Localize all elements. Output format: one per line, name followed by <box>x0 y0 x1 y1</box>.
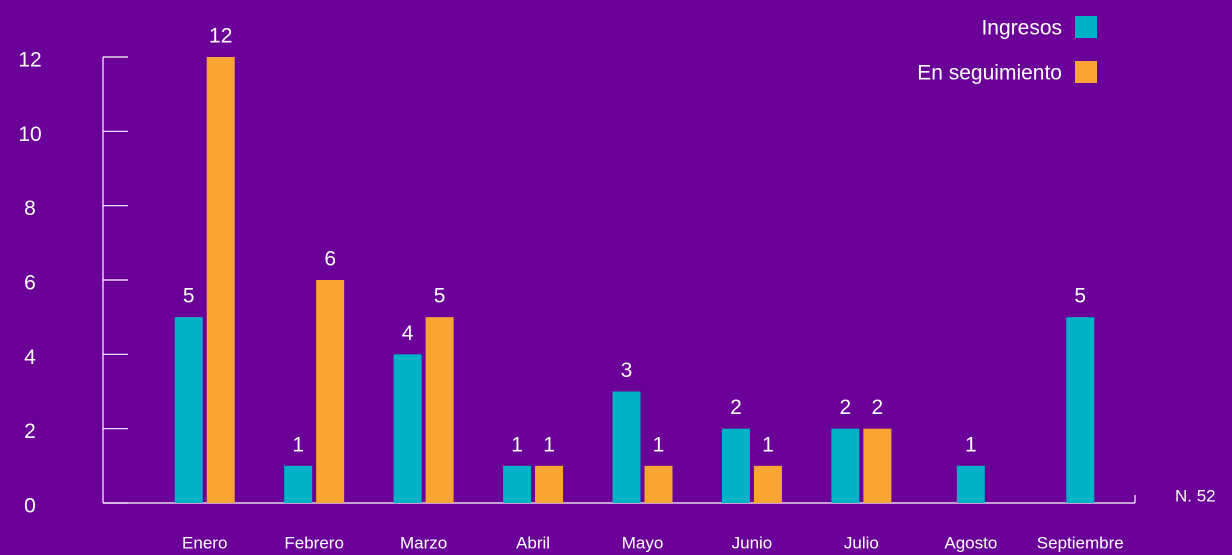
bar <box>316 280 345 503</box>
data-label: 1 <box>965 433 977 456</box>
legend-swatch <box>1075 61 1097 83</box>
y-tick-label: 10 <box>18 123 41 146</box>
data-label: 4 <box>402 322 414 345</box>
data-label: 1 <box>292 433 304 456</box>
bar <box>721 428 750 503</box>
x-tick-label: Junio <box>732 533 773 552</box>
bar <box>284 465 313 503</box>
x-tick-label: Abril <box>516 533 550 552</box>
data-label: 2 <box>872 396 884 419</box>
x-tick-label: Julio <box>844 533 879 552</box>
legend-label: Ingresos <box>981 17 1062 40</box>
data-label: 12 <box>209 25 232 48</box>
bar <box>1066 317 1095 503</box>
y-tick-label: 0 <box>24 495 36 518</box>
data-label: 1 <box>762 433 774 456</box>
bar <box>612 391 641 503</box>
x-tick-label: Agosto <box>944 533 997 552</box>
bar <box>956 465 985 503</box>
bar <box>425 317 454 503</box>
data-label: 5 <box>434 285 446 308</box>
legend-swatch <box>1075 16 1097 38</box>
x-tick-label: Septiembre <box>1037 533 1124 552</box>
y-tick-label: 2 <box>24 420 36 443</box>
bar <box>393 354 422 503</box>
data-label: 1 <box>543 433 555 456</box>
data-label: 3 <box>621 359 633 382</box>
bar <box>174 317 203 503</box>
bar <box>503 465 532 503</box>
data-label: 1 <box>653 433 665 456</box>
data-label: 5 <box>183 285 195 308</box>
data-label: 2 <box>840 396 852 419</box>
bar <box>644 465 673 503</box>
legend-label: En seguimiento <box>917 62 1062 85</box>
annotation: N. 52 <box>1175 486 1216 505</box>
bar <box>831 428 860 503</box>
bar <box>753 465 782 503</box>
y-tick-label: 8 <box>24 197 36 220</box>
data-label: 6 <box>324 248 336 271</box>
y-tick-label: 6 <box>24 272 36 295</box>
x-tick-label: Marzo <box>400 533 447 552</box>
x-tick-label: Enero <box>182 533 227 552</box>
data-label: 2 <box>730 396 742 419</box>
y-tick-label: 4 <box>24 346 36 369</box>
bar <box>863 428 892 503</box>
y-tick-label: 12 <box>18 49 41 72</box>
data-label: 1 <box>511 433 523 456</box>
x-tick-label: Febrero <box>284 533 344 552</box>
data-label: 5 <box>1074 285 1086 308</box>
x-tick-label: Mayo <box>622 533 664 552</box>
bar <box>535 465 564 503</box>
bar <box>206 57 235 503</box>
